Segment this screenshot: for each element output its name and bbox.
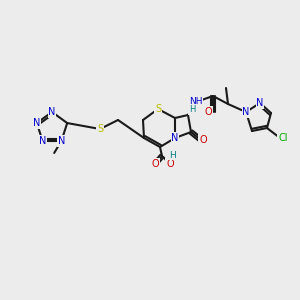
Text: N: N — [39, 136, 46, 146]
Text: N: N — [256, 98, 264, 108]
Text: N: N — [33, 118, 40, 128]
Text: O: O — [204, 107, 212, 117]
Text: N: N — [171, 133, 179, 143]
Text: Cl: Cl — [278, 133, 288, 143]
Text: N: N — [242, 107, 250, 117]
Text: O: O — [151, 159, 159, 169]
Text: O: O — [166, 159, 174, 169]
Text: H: H — [169, 151, 176, 160]
Text: S: S — [97, 124, 103, 134]
Text: NH: NH — [189, 98, 203, 106]
Text: O: O — [199, 135, 207, 145]
Text: N: N — [48, 107, 56, 117]
Text: H: H — [189, 106, 195, 115]
Text: N: N — [58, 136, 65, 146]
Text: S: S — [155, 104, 161, 114]
